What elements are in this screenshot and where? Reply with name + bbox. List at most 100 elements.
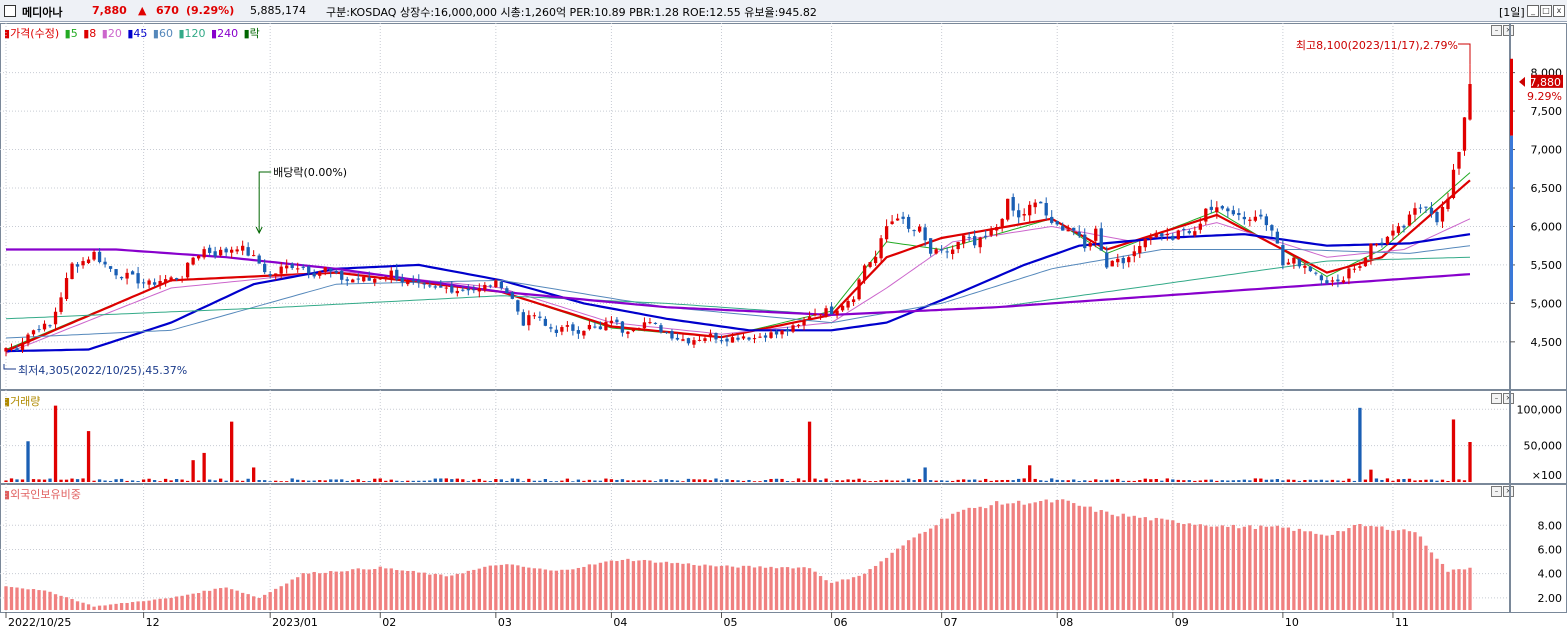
foreign-bar [285, 583, 289, 610]
candle-body [1039, 201, 1043, 204]
candle-body [1176, 230, 1180, 240]
volume-bar [235, 480, 239, 482]
volume-bar [461, 479, 465, 482]
ma60-legend: ▮60 [152, 27, 173, 40]
volume-bar [268, 481, 272, 482]
volume-bar [692, 479, 696, 482]
foreign-bar [1275, 525, 1280, 610]
minimize-icon[interactable]: _ [1527, 5, 1539, 17]
foreign-bar [103, 605, 107, 610]
volume-bar [1440, 479, 1445, 482]
panel-minimize-icon[interactable]: – [1491, 25, 1502, 36]
foreign-bar [747, 565, 751, 610]
volume-bar [1094, 479, 1098, 482]
volume-bar [136, 481, 140, 482]
volume-bar [1022, 478, 1026, 482]
foreign-bar [1022, 504, 1026, 610]
candle-body [400, 277, 404, 283]
foreign-bar [516, 565, 520, 610]
foreign-bar [681, 563, 685, 610]
candle-body [785, 329, 790, 332]
candle-body [257, 255, 261, 264]
volume-bar [648, 480, 652, 482]
title-bar: 메디아나 7,880 ▲ 670 (9.29%) 5,885,174 구분:KO… [0, 0, 1567, 22]
candle-body [1044, 202, 1048, 216]
volume-bar [400, 481, 404, 482]
volume-bar [119, 478, 124, 482]
volume-bar [108, 480, 113, 482]
volume-bar [653, 481, 658, 482]
foreign-bar [857, 575, 861, 610]
candle-body [1457, 151, 1461, 169]
candle-body [758, 336, 762, 338]
foreign-bar [1226, 526, 1230, 610]
foreign-bar [196, 593, 201, 610]
maximize-icon[interactable]: □ [1540, 5, 1552, 17]
volume-bar [763, 480, 768, 482]
volume-bar [230, 421, 234, 482]
close-icon[interactable]: x [1553, 5, 1565, 17]
period-selector[interactable]: [1일] [1499, 6, 1525, 19]
foreign-bar [1182, 524, 1186, 610]
foreign-bar [873, 565, 878, 610]
candle-body [1363, 257, 1368, 267]
panel-close-icon[interactable]: × [1503, 486, 1514, 497]
candle-body [906, 216, 911, 229]
candle-body [53, 311, 58, 325]
foreign-bar [730, 566, 735, 610]
foreign-tick-label: 8.00 [1538, 519, 1563, 532]
foreign-bar [1176, 522, 1180, 610]
foreign-bar [1099, 510, 1103, 610]
volume-bar [395, 480, 399, 482]
select-checkbox[interactable] [4, 5, 16, 17]
foreign-bar [362, 569, 366, 610]
panel-minimize-icon[interactable]: – [1491, 393, 1502, 404]
date-label: 04 [613, 616, 627, 629]
foreign-bar [406, 571, 410, 610]
volume-bar [1121, 480, 1125, 482]
candle-body [191, 257, 195, 265]
volume-value: 5,885,174 [250, 4, 306, 17]
volume-bar [444, 478, 448, 482]
foreign-bar [1220, 525, 1224, 610]
foreign-bar [136, 601, 140, 610]
date-label: 02 [382, 616, 396, 629]
candle-body [1204, 208, 1208, 222]
last-price-tag [1531, 74, 1563, 88]
candle-body [763, 335, 768, 338]
foreign-bar [565, 569, 570, 610]
candle-body [1347, 268, 1351, 279]
candle-body [939, 249, 944, 251]
foreign-bar [1215, 526, 1219, 610]
candle-body [31, 330, 36, 335]
volume-bar [780, 478, 784, 482]
foreign-bar [835, 581, 839, 610]
volume-bar [1374, 478, 1379, 482]
date-label: 06 [834, 616, 848, 629]
price-tick-label: 7,000 [1531, 144, 1563, 157]
foreign-bar [389, 568, 393, 610]
ma8-legend: ▮8 [83, 27, 97, 40]
candle-body [631, 329, 636, 332]
foreign-bar [477, 568, 481, 610]
foreign-bar [912, 537, 916, 610]
candle-body [1270, 225, 1274, 231]
panel-minimize-icon[interactable]: – [1491, 486, 1502, 497]
volume-bar [818, 480, 823, 482]
candle-body [1088, 243, 1092, 247]
candle-body [1297, 258, 1302, 267]
candle-body [1292, 257, 1296, 264]
volume-bar [1462, 480, 1467, 482]
foreign-bar [664, 561, 669, 610]
panel-close-icon[interactable]: × [1503, 25, 1514, 36]
panel-close-icon[interactable]: × [1503, 393, 1514, 404]
foreign-bar [152, 599, 157, 610]
candle-body [450, 285, 454, 293]
candle-body [356, 278, 360, 280]
volume-bar [196, 480, 201, 482]
foreign-bar [439, 574, 443, 610]
foreign-bar [108, 604, 113, 610]
volume-bar [428, 480, 432, 482]
panel-frame [0, 23, 1510, 390]
